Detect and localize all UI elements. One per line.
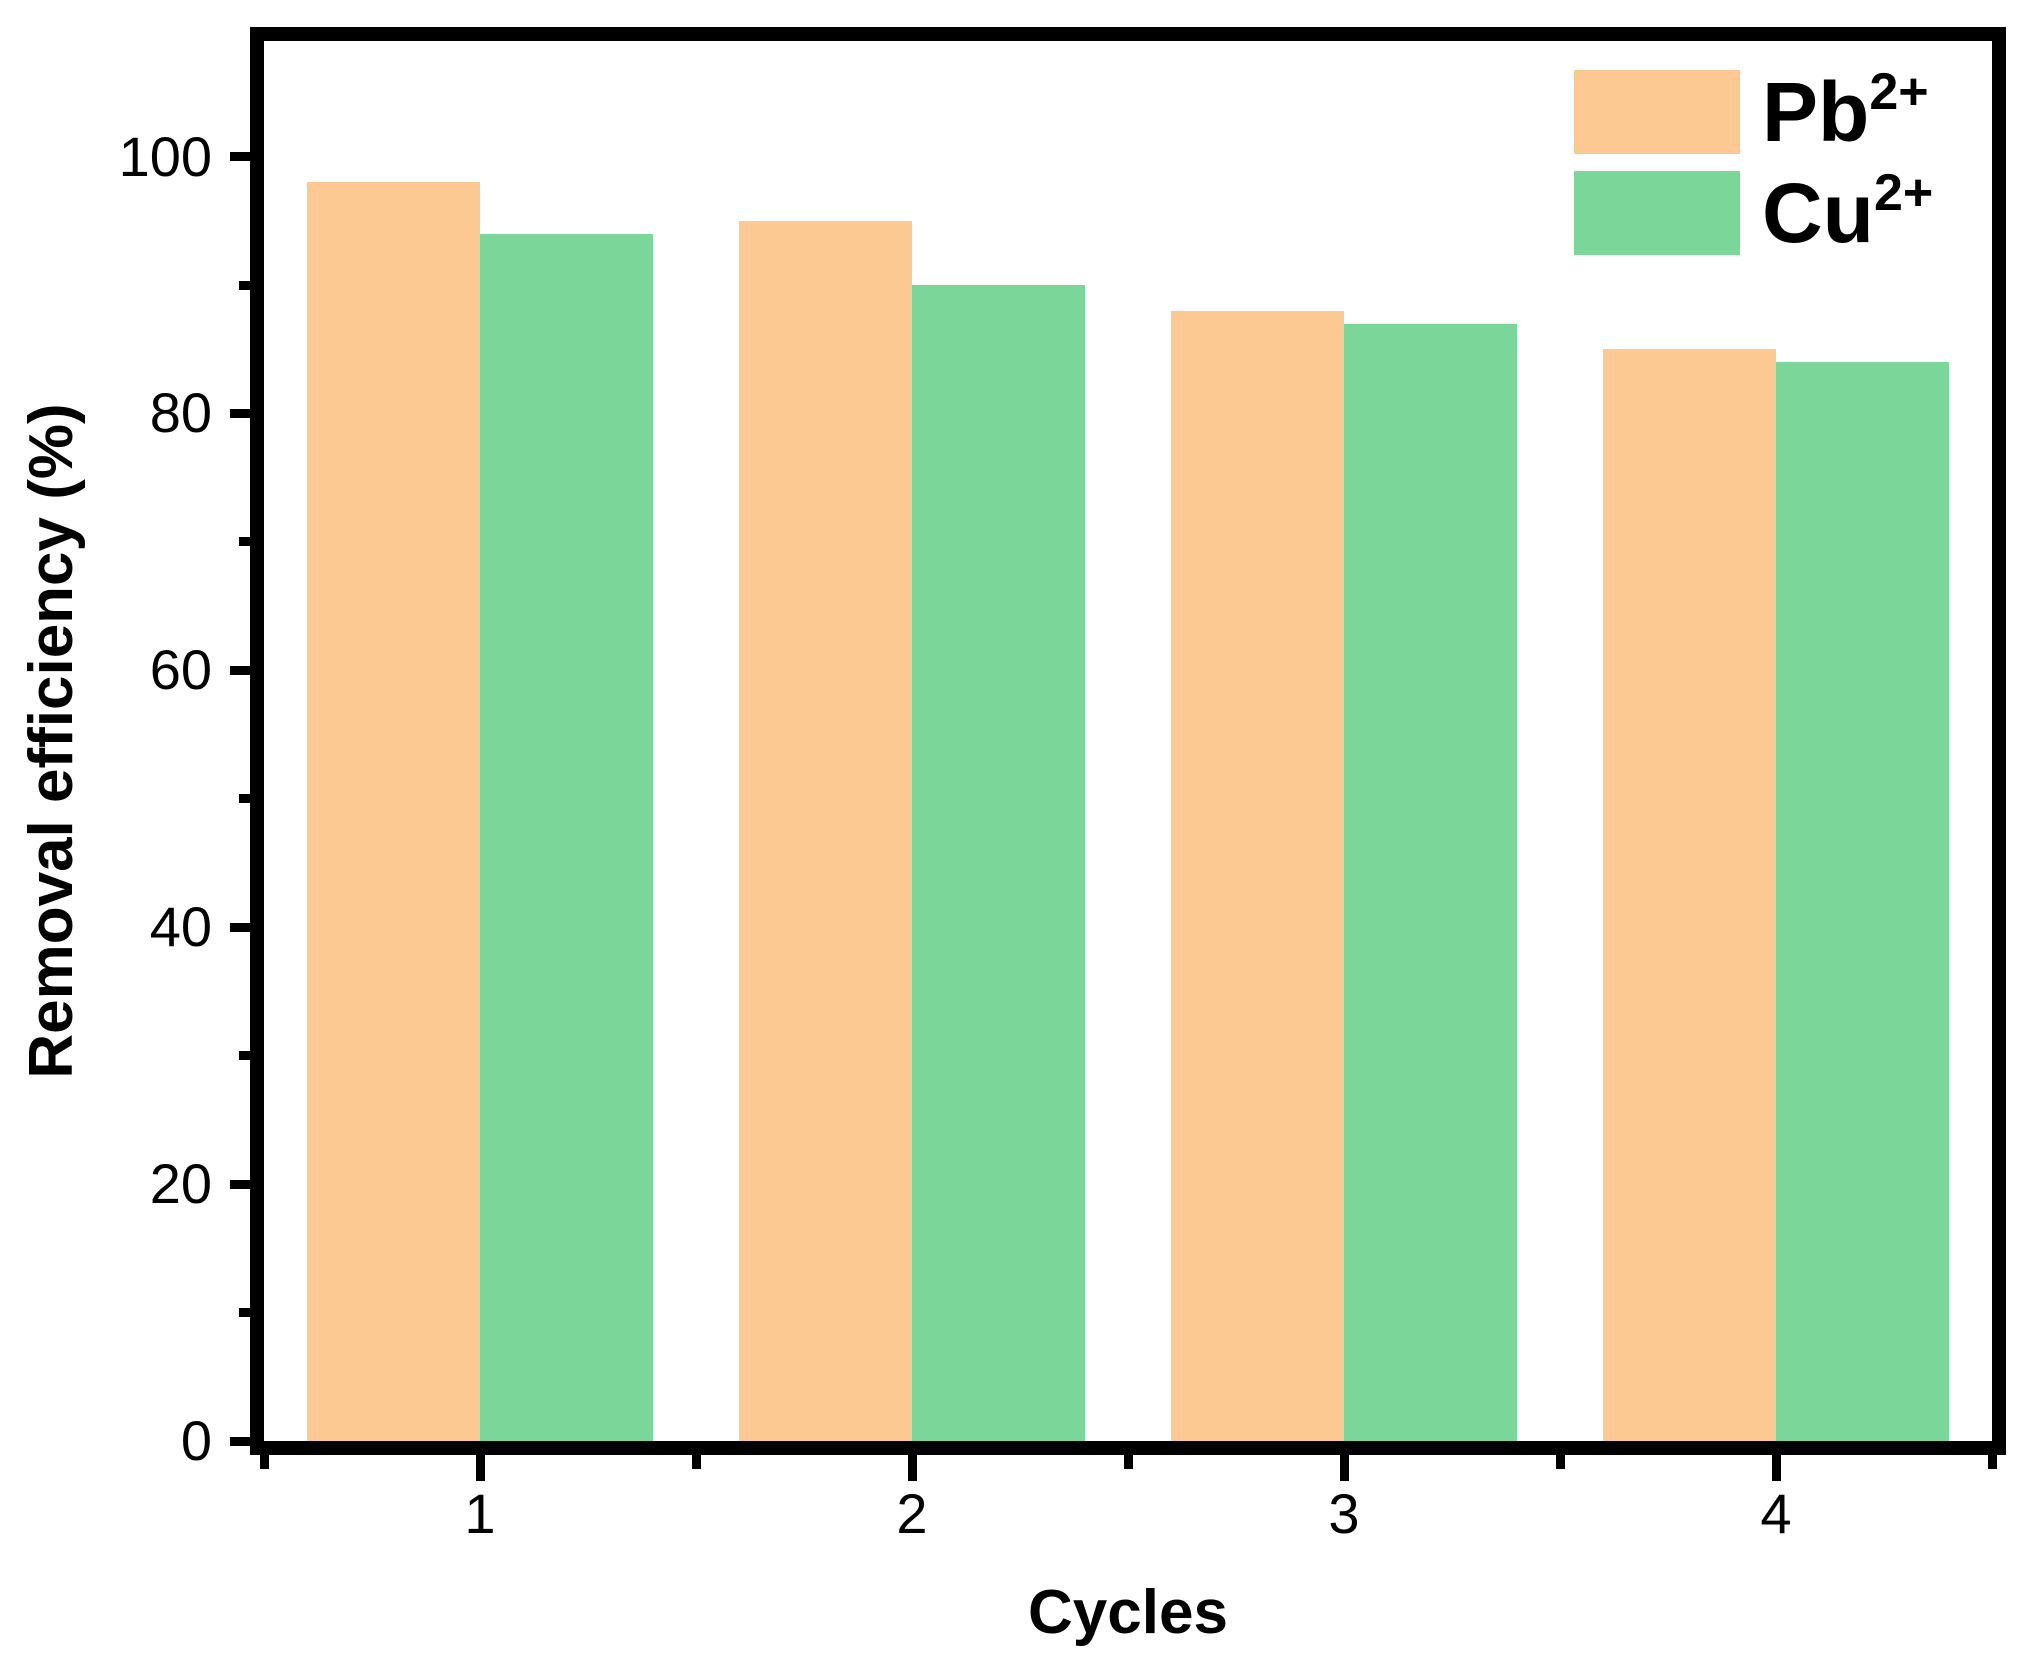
legend-label-cu-superscript: 2+ (1873, 164, 1934, 222)
x-major-tick (907, 1455, 917, 1481)
bar-pb-cycle-1 (307, 182, 480, 1441)
bar-pb-cycle-3 (1171, 310, 1344, 1441)
y-major-tick (230, 922, 250, 932)
x-minor-tick (691, 1455, 701, 1469)
x-axis-title: Cycles (1028, 1578, 1228, 1647)
legend-label-pb-base: Pb (1762, 65, 1870, 159)
x-tick-label: 4 (1760, 1482, 1792, 1545)
bar-cu-cycle-4 (1776, 362, 1949, 1441)
y-tick-label: 100 (118, 124, 212, 188)
y-tick-label: 0 (180, 1409, 212, 1472)
y-minor-tick (239, 537, 250, 547)
legend-entry-cu: Cu2+ (1574, 167, 1933, 255)
bar-cu-cycle-1 (480, 233, 653, 1441)
y-major-tick (230, 152, 250, 162)
legend-swatch-cu (1574, 171, 1740, 255)
y-major-tick (230, 665, 250, 675)
legend-label-cu: Cu2+ (1762, 167, 1933, 255)
y-tick-label: 40 (149, 895, 212, 959)
y-axis-title: Removal efficiency (%) (17, 403, 86, 1079)
y-tick-label: 20 (149, 1152, 212, 1216)
y-minor-tick (239, 794, 250, 804)
legend-label-pb: Pb2+ (1762, 66, 1929, 154)
x-minor-tick (259, 1455, 269, 1469)
y-major-tick (230, 1436, 250, 1446)
legend-label-cu-base: Cu (1762, 166, 1874, 260)
y-tick-label: 80 (149, 381, 212, 445)
x-major-tick (1771, 1455, 1781, 1481)
bar-cu-cycle-2 (912, 285, 1085, 1441)
y-major-tick (230, 1179, 250, 1189)
x-minor-tick (1555, 1455, 1565, 1469)
y-major-tick (230, 408, 250, 418)
x-tick-label: 3 (1328, 1482, 1360, 1545)
y-minor-tick (239, 280, 250, 290)
legend-swatch-pb (1574, 70, 1740, 154)
legend-entry-pb: Pb2+ (1574, 66, 1929, 154)
y-minor-tick (239, 1051, 250, 1061)
x-minor-tick (1987, 1455, 1997, 1469)
plot-area (250, 27, 2006, 1455)
x-tick-label: 2 (896, 1482, 928, 1545)
x-tick-label: 1 (464, 1482, 496, 1545)
bar-pb-cycle-4 (1603, 349, 1776, 1441)
bar-cu-cycle-3 (1344, 323, 1517, 1441)
x-major-tick (475, 1455, 485, 1481)
legend-label-pb-superscript: 2+ (1869, 63, 1929, 121)
x-minor-tick (1123, 1455, 1133, 1469)
y-tick-label: 60 (149, 638, 212, 702)
bar-pb-cycle-2 (739, 220, 912, 1441)
x-major-tick (1339, 1455, 1349, 1481)
y-minor-tick (239, 1308, 250, 1318)
